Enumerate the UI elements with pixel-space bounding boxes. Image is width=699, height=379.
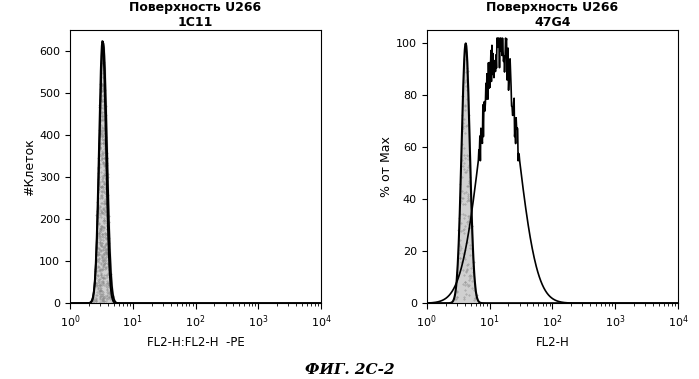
Title: Поверхность U266
47G4: Поверхность U266 47G4 [487,1,619,29]
X-axis label: FL2-H: FL2-H [535,336,569,349]
X-axis label: FL2-H:FL2-H  -PE: FL2-H:FL2-H -PE [147,336,245,349]
Y-axis label: % от Max: % от Max [380,136,394,197]
Title: Поверхность U266
1С11: Поверхность U266 1С11 [129,1,261,29]
Text: ФИГ. 2С-2: ФИГ. 2С-2 [305,363,394,377]
Y-axis label: #Клеток: #Клеток [23,138,36,196]
